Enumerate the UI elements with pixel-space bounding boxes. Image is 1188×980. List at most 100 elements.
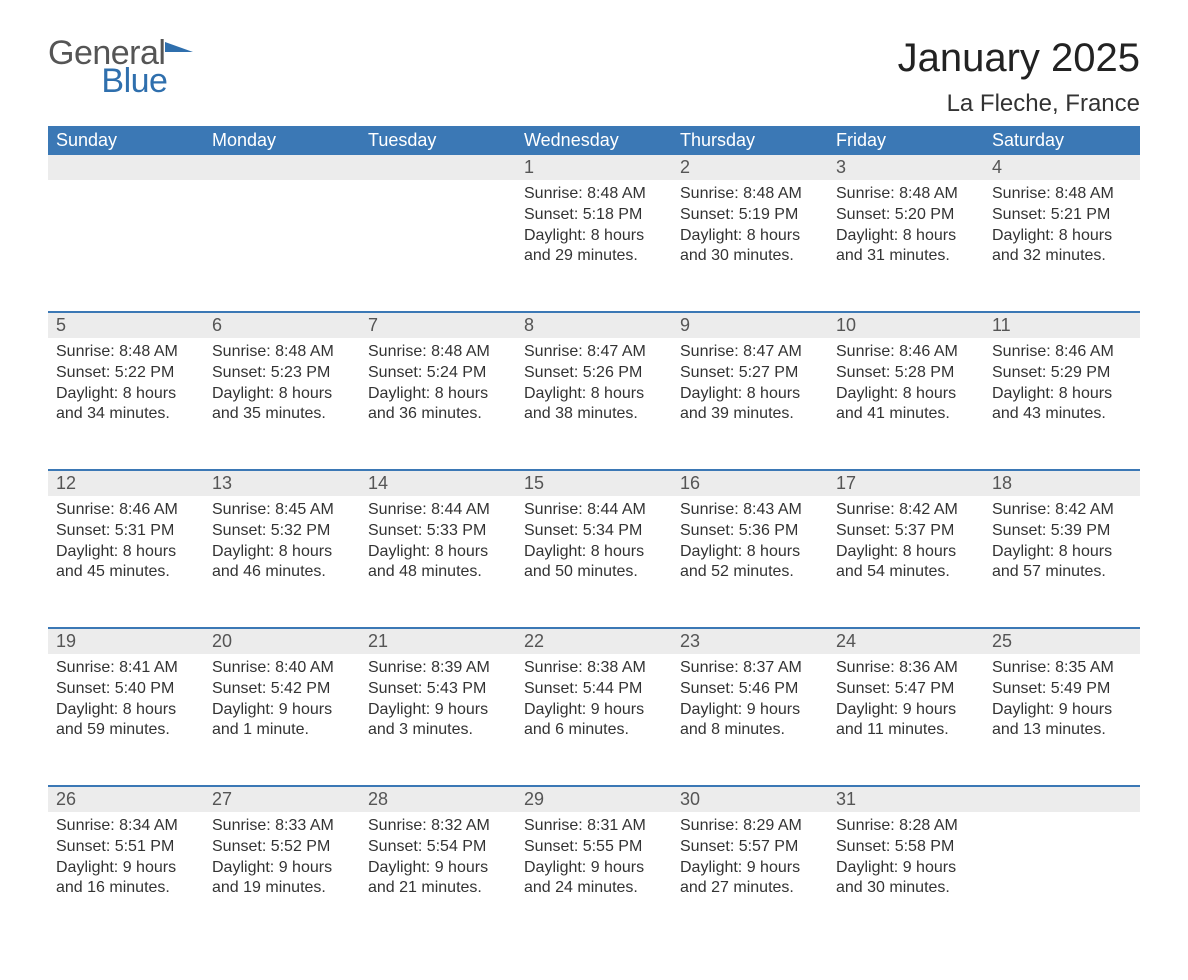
sunset-line: Sunset: 5:28 PM [836, 363, 976, 384]
page-header: General Blue January 2025 La Fleche, Fra… [48, 36, 1140, 118]
sunrise-line: Sunrise: 8:36 AM [836, 658, 976, 679]
day-number-cell: 3 [828, 155, 984, 180]
sunrise-line: Sunrise: 8:35 AM [992, 658, 1132, 679]
sunset-line: Sunset: 5:58 PM [836, 837, 976, 858]
sunset-line: Sunset: 5:19 PM [680, 205, 820, 226]
day-content-row: Sunrise: 8:41 AMSunset: 5:40 PMDaylight:… [48, 654, 1140, 786]
day-content-cell: Sunrise: 8:34 AMSunset: 5:51 PMDaylight:… [48, 812, 204, 944]
day-content-cell: Sunrise: 8:39 AMSunset: 5:43 PMDaylight:… [360, 654, 516, 786]
day-number-cell: 4 [984, 155, 1140, 180]
day-content-cell: Sunrise: 8:33 AMSunset: 5:52 PMDaylight:… [204, 812, 360, 944]
day-content-cell: Sunrise: 8:48 AMSunset: 5:20 PMDaylight:… [828, 180, 984, 312]
sunrise-line: Sunrise: 8:47 AM [680, 342, 820, 363]
daylight-line: Daylight: 9 hours and 16 minutes. [56, 858, 196, 900]
day-content-cell: Sunrise: 8:31 AMSunset: 5:55 PMDaylight:… [516, 812, 672, 944]
day-content-cell: Sunrise: 8:36 AMSunset: 5:47 PMDaylight:… [828, 654, 984, 786]
sunrise-line: Sunrise: 8:32 AM [368, 816, 508, 837]
daylight-line: Daylight: 8 hours and 31 minutes. [836, 226, 976, 268]
day-number-cell: 28 [360, 786, 516, 812]
day-number-cell: 17 [828, 470, 984, 496]
day-number-cell: 8 [516, 312, 672, 338]
day-number-cell: 19 [48, 628, 204, 654]
daylight-line: Daylight: 9 hours and 1 minute. [212, 700, 352, 742]
day-number-cell [48, 155, 204, 180]
day-content-row: Sunrise: 8:34 AMSunset: 5:51 PMDaylight:… [48, 812, 1140, 944]
day-number-cell: 30 [672, 786, 828, 812]
sunset-line: Sunset: 5:20 PM [836, 205, 976, 226]
logo-arrow-icon [165, 42, 193, 52]
sunrise-line: Sunrise: 8:37 AM [680, 658, 820, 679]
daylight-line: Daylight: 8 hours and 43 minutes. [992, 384, 1132, 426]
day-content-cell: Sunrise: 8:44 AMSunset: 5:34 PMDaylight:… [516, 496, 672, 628]
sunrise-line: Sunrise: 8:48 AM [992, 184, 1132, 205]
day-number-cell: 31 [828, 786, 984, 812]
day-content-cell: Sunrise: 8:47 AMSunset: 5:27 PMDaylight:… [672, 338, 828, 470]
day-content-cell: Sunrise: 8:48 AMSunset: 5:21 PMDaylight:… [984, 180, 1140, 312]
day-number-cell: 1 [516, 155, 672, 180]
daylight-line: Daylight: 8 hours and 57 minutes. [992, 542, 1132, 584]
weekday-header: Friday [828, 126, 984, 155]
sunrise-line: Sunrise: 8:48 AM [524, 184, 664, 205]
sunrise-line: Sunrise: 8:48 AM [56, 342, 196, 363]
sunrise-line: Sunrise: 8:46 AM [992, 342, 1132, 363]
day-number-cell: 29 [516, 786, 672, 812]
day-number-row: 19202122232425 [48, 628, 1140, 654]
day-content-cell: Sunrise: 8:47 AMSunset: 5:26 PMDaylight:… [516, 338, 672, 470]
sunrise-line: Sunrise: 8:29 AM [680, 816, 820, 837]
day-content-cell: Sunrise: 8:38 AMSunset: 5:44 PMDaylight:… [516, 654, 672, 786]
daylight-line: Daylight: 9 hours and 13 minutes. [992, 700, 1132, 742]
month-title: January 2025 [898, 36, 1140, 80]
day-number-cell: 23 [672, 628, 828, 654]
sunset-line: Sunset: 5:49 PM [992, 679, 1132, 700]
sunset-line: Sunset: 5:51 PM [56, 837, 196, 858]
sunset-line: Sunset: 5:31 PM [56, 521, 196, 542]
day-content-cell: Sunrise: 8:48 AMSunset: 5:22 PMDaylight:… [48, 338, 204, 470]
day-content-cell [204, 180, 360, 312]
daylight-line: Daylight: 8 hours and 32 minutes. [992, 226, 1132, 268]
sunset-line: Sunset: 5:22 PM [56, 363, 196, 384]
day-content-cell: Sunrise: 8:43 AMSunset: 5:36 PMDaylight:… [672, 496, 828, 628]
day-number-cell [984, 786, 1140, 812]
day-content-cell: Sunrise: 8:35 AMSunset: 5:49 PMDaylight:… [984, 654, 1140, 786]
sunrise-line: Sunrise: 8:42 AM [992, 500, 1132, 521]
sunset-line: Sunset: 5:18 PM [524, 205, 664, 226]
sunrise-line: Sunrise: 8:46 AM [56, 500, 196, 521]
day-content-cell: Sunrise: 8:37 AMSunset: 5:46 PMDaylight:… [672, 654, 828, 786]
day-number-cell: 2 [672, 155, 828, 180]
sunrise-line: Sunrise: 8:45 AM [212, 500, 352, 521]
sunrise-line: Sunrise: 8:48 AM [212, 342, 352, 363]
daylight-line: Daylight: 9 hours and 27 minutes. [680, 858, 820, 900]
day-number-cell [204, 155, 360, 180]
location-label: La Fleche, France [898, 90, 1140, 118]
sunset-line: Sunset: 5:23 PM [212, 363, 352, 384]
weekday-header: Thursday [672, 126, 828, 155]
day-number-cell: 25 [984, 628, 1140, 654]
logo: General Blue [48, 36, 193, 98]
day-content-cell: Sunrise: 8:48 AMSunset: 5:24 PMDaylight:… [360, 338, 516, 470]
daylight-line: Daylight: 9 hours and 30 minutes. [836, 858, 976, 900]
day-number-cell: 24 [828, 628, 984, 654]
daylight-line: Daylight: 8 hours and 45 minutes. [56, 542, 196, 584]
sunset-line: Sunset: 5:29 PM [992, 363, 1132, 384]
daylight-line: Daylight: 8 hours and 39 minutes. [680, 384, 820, 426]
daylight-line: Daylight: 9 hours and 6 minutes. [524, 700, 664, 742]
day-number-cell: 13 [204, 470, 360, 496]
day-content-cell: Sunrise: 8:28 AMSunset: 5:58 PMDaylight:… [828, 812, 984, 944]
sunrise-line: Sunrise: 8:31 AM [524, 816, 664, 837]
daylight-line: Daylight: 8 hours and 38 minutes. [524, 384, 664, 426]
day-content-row: Sunrise: 8:48 AMSunset: 5:22 PMDaylight:… [48, 338, 1140, 470]
sunrise-line: Sunrise: 8:42 AM [836, 500, 976, 521]
daylight-line: Daylight: 9 hours and 21 minutes. [368, 858, 508, 900]
daylight-line: Daylight: 8 hours and 35 minutes. [212, 384, 352, 426]
sunset-line: Sunset: 5:21 PM [992, 205, 1132, 226]
sunset-line: Sunset: 5:46 PM [680, 679, 820, 700]
day-content-cell: Sunrise: 8:45 AMSunset: 5:32 PMDaylight:… [204, 496, 360, 628]
day-number-cell: 7 [360, 312, 516, 338]
day-number-cell: 14 [360, 470, 516, 496]
day-content-cell [48, 180, 204, 312]
day-number-row: 262728293031 [48, 786, 1140, 812]
weekday-header: Monday [204, 126, 360, 155]
daylight-line: Daylight: 8 hours and 41 minutes. [836, 384, 976, 426]
day-number-cell: 27 [204, 786, 360, 812]
sunset-line: Sunset: 5:37 PM [836, 521, 976, 542]
